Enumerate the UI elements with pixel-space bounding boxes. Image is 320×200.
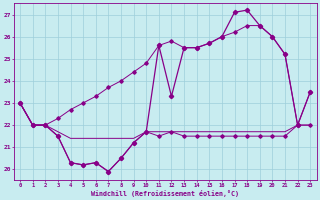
X-axis label: Windchill (Refroidissement éolien,°C): Windchill (Refroidissement éolien,°C) [91, 190, 239, 197]
